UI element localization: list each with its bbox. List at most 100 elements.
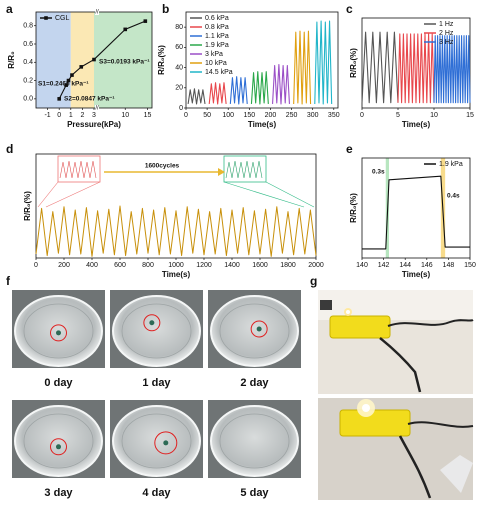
highlight-ring [250,320,268,338]
x-tick-label: 200 [58,262,70,269]
legend-label: 1 Hz [439,21,454,28]
axis-break: // [95,10,99,16]
x-tick-label: 1400 [224,262,240,269]
plot-frame [361,157,471,259]
x-tick-label: 10 [430,112,438,119]
annotation: 0.3s [372,169,385,176]
x-tick-label: 3 [92,112,96,119]
legend-label: 14.5 kPa [205,69,233,76]
y-tick-label: 0.4 [23,59,33,66]
y-tick-label: 0.6 [23,41,33,48]
data-line [187,88,206,105]
x-axis-label: Time(s) [248,120,277,129]
annotation: S2=0.0847 kPa⁻¹ [64,96,115,103]
dish-inner [23,303,94,359]
cycles-arrow [104,168,225,176]
photo-grid: 0 day 1 day 2 day 3 day 4 day 5 day [12,290,301,499]
x-tick-label: 350 [328,112,340,119]
x-tick-label: 15 [466,112,474,119]
x-tick-label: 2000 [308,262,324,269]
data-line [362,175,470,250]
panel-label: a [6,2,13,16]
y-axis-label: R/R₀(%) [23,191,32,221]
legend-label: 0.6 kPa [205,15,229,22]
x-tick-label: 400 [86,262,98,269]
dish [112,295,201,367]
y-axis-label: R/R₀(%) [349,193,358,223]
y-tick-label: 80 [175,24,183,31]
x-tick-label: 100 [222,112,234,119]
x-tick-label: 144 [399,262,411,269]
axis-break [95,9,99,15]
data-point [92,57,96,62]
x-tick-label: 1600 [252,262,268,269]
data-line [272,63,290,105]
caption: 1 day [142,377,171,389]
x-tick-label: 146 [421,262,433,269]
x-tick-label: 10 [121,112,129,119]
caption: 3 day [44,487,73,499]
data-line [433,35,471,104]
x-axis-label: Time(s) [162,270,191,279]
highlight-ring [154,431,178,455]
data-point [57,97,61,101]
panel-label: e [346,142,353,156]
dish-inner [219,303,290,359]
y-axis-label: R/R₀(%) [157,45,166,75]
legend-label: 10 kPa [205,60,227,67]
y-axis-label: R/R₀ [7,51,16,69]
data-line [361,31,399,104]
y-tick-label: 40 [175,64,183,71]
data-point [64,83,68,87]
shaded-region [70,12,94,108]
x-tick-label: 148 [443,262,455,269]
panel-label: c [346,2,353,16]
axis-break: // [95,106,99,112]
highlight-ring [143,314,161,332]
panel-label: f [6,274,11,288]
x-axis-label: Pressure(kPa) [67,120,121,129]
legend-label: 3 kPa [205,51,223,58]
data-line [229,76,248,105]
legend-label: 0.8 kPa [205,24,229,31]
x-tick-label: 150 [464,262,476,269]
data-point [70,73,74,77]
legend-label: CGL [55,15,70,22]
dish-inner [219,413,290,469]
y-tick-label: 0.2 [23,77,33,84]
y-tick-label: 60 [175,44,183,51]
annotation: S3=0.0193 kPa⁻¹ [99,59,150,66]
x-tick-label: 5 [396,112,400,119]
x-tick-label: 1200 [196,262,212,269]
data-line [293,30,312,105]
sample [56,330,61,336]
x-tick-label: 800 [142,262,154,269]
annotation: 0.4s [447,193,460,200]
x-tick-label: 600 [114,262,126,269]
caption: 5 day [240,487,269,499]
plot-frame [185,11,339,109]
axis-break [95,105,99,111]
x-tick-label: 15 [144,112,152,119]
y-tick-label: 0.8 [23,23,33,30]
data-point [66,78,71,83]
data-line [397,33,435,104]
legend-label: 3 Hz [439,39,454,46]
x-tick-label: 200 [265,112,277,119]
dish-inner [23,413,94,469]
x-tick-label: 142 [378,262,390,269]
x-tick-label: 1800 [280,262,296,269]
x-tick-label: 2 [80,112,84,119]
x-axis-label: Time(s) [402,270,431,279]
panel-label: d [6,142,13,156]
x-tick-label: 1000 [168,262,184,269]
highlight-ring [50,324,67,342]
caption: 2 day [240,377,269,389]
legend-label: 1.9 kPa [439,161,463,168]
dish-inner [121,303,192,359]
data-point [123,27,128,32]
data-point [143,19,148,23]
sample [149,320,155,326]
dish [210,295,299,367]
inset-left [37,155,101,208]
